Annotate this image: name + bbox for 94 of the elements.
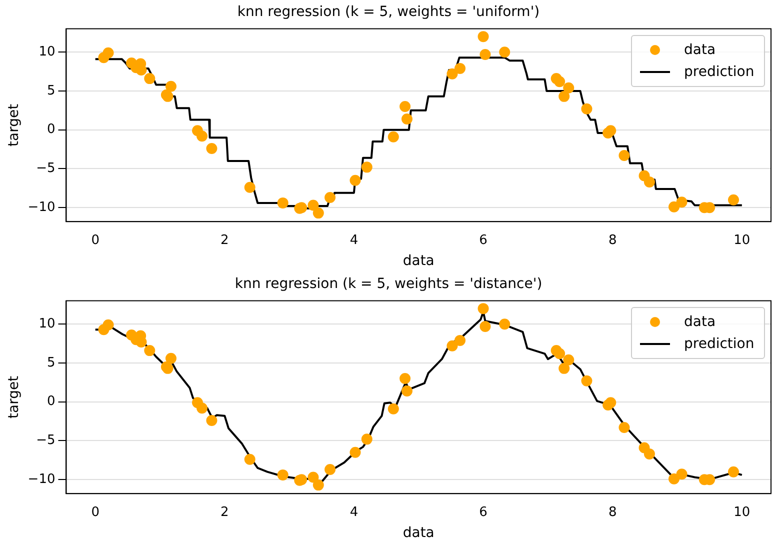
point	[196, 130, 208, 142]
y-tick-label: 10	[38, 316, 56, 332]
x-tick-label: 8	[608, 232, 617, 248]
point	[728, 194, 739, 206]
point	[676, 468, 688, 480]
y-tick-label: −5	[36, 161, 56, 176]
x-axis-title: data	[402, 253, 434, 270]
point	[136, 64, 147, 76]
y-axis-title: target	[6, 103, 22, 146]
point	[668, 473, 680, 484]
point	[308, 200, 319, 211]
point	[165, 352, 176, 364]
point	[480, 320, 491, 332]
point	[605, 125, 616, 136]
point	[206, 143, 218, 154]
chart-title: knn regression (k = 5, weights = 'distance')	[234, 276, 542, 292]
point	[244, 182, 256, 193]
x-tick-label: 0	[91, 232, 100, 248]
point	[361, 162, 372, 173]
point	[144, 73, 156, 84]
point	[605, 397, 616, 408]
point	[324, 192, 336, 203]
point	[478, 31, 489, 42]
point	[308, 472, 319, 483]
point	[312, 480, 324, 491]
point	[361, 434, 372, 445]
point	[563, 82, 574, 94]
x-tick-label: 10	[734, 504, 750, 520]
y-tick-label: 5	[46, 83, 56, 98]
point	[400, 101, 411, 112]
x-tick-label: 6	[479, 232, 488, 248]
legend-label: data	[684, 42, 716, 58]
point	[618, 422, 630, 434]
point	[144, 345, 156, 356]
point	[388, 403, 399, 414]
x-tick-label: 0	[91, 504, 100, 520]
point	[312, 208, 324, 219]
point	[446, 68, 458, 80]
point	[206, 415, 218, 426]
point	[454, 334, 466, 346]
legend-label: data	[684, 314, 716, 330]
point	[499, 318, 510, 330]
x-tick-label: 2	[220, 232, 229, 248]
point	[350, 446, 361, 458]
point	[581, 103, 592, 114]
point	[728, 466, 739, 478]
point	[644, 448, 655, 460]
point	[136, 336, 147, 348]
y-tick-label: −5	[36, 433, 56, 448]
x-tick-label: 4	[350, 232, 358, 248]
point	[277, 469, 288, 480]
y-tick-label: 0	[46, 394, 56, 410]
legend-label: prediction	[684, 64, 754, 80]
y-tick-label: 5	[46, 355, 56, 370]
point	[196, 402, 208, 414]
point	[558, 90, 570, 102]
point	[554, 76, 566, 88]
point	[676, 196, 688, 208]
y-tick-label: 0	[46, 122, 56, 138]
point	[401, 113, 412, 124]
x-tick-label: 4	[350, 504, 358, 520]
point	[401, 385, 412, 396]
point	[499, 46, 510, 58]
point	[244, 454, 256, 465]
point	[618, 150, 630, 162]
point	[446, 340, 458, 352]
legend-label: prediction	[684, 336, 754, 352]
point	[563, 354, 574, 366]
x-tick-label: 10	[734, 232, 750, 248]
y-tick-label: −10	[28, 472, 56, 487]
point	[277, 197, 288, 208]
point	[554, 348, 566, 360]
x-axis-title: data	[402, 525, 434, 542]
point	[478, 303, 489, 314]
point	[102, 319, 114, 330]
point	[388, 131, 399, 142]
x-tick-label: 8	[608, 504, 617, 520]
point	[400, 373, 411, 384]
chart-title: knn regression (k = 5, weights = 'uniform')	[237, 4, 540, 20]
point	[668, 201, 680, 212]
point	[644, 176, 655, 188]
point	[350, 174, 361, 186]
y-tick-label: 10	[38, 44, 56, 60]
point	[581, 375, 592, 386]
point	[165, 80, 176, 92]
x-tick-label: 6	[479, 504, 488, 520]
point	[324, 464, 336, 475]
point	[558, 362, 570, 374]
point	[454, 62, 466, 74]
y-tick-label: −10	[28, 200, 56, 215]
point	[102, 47, 114, 58]
x-tick-label: 2	[220, 504, 229, 520]
point	[480, 48, 491, 60]
y-axis-title: target	[6, 375, 22, 418]
